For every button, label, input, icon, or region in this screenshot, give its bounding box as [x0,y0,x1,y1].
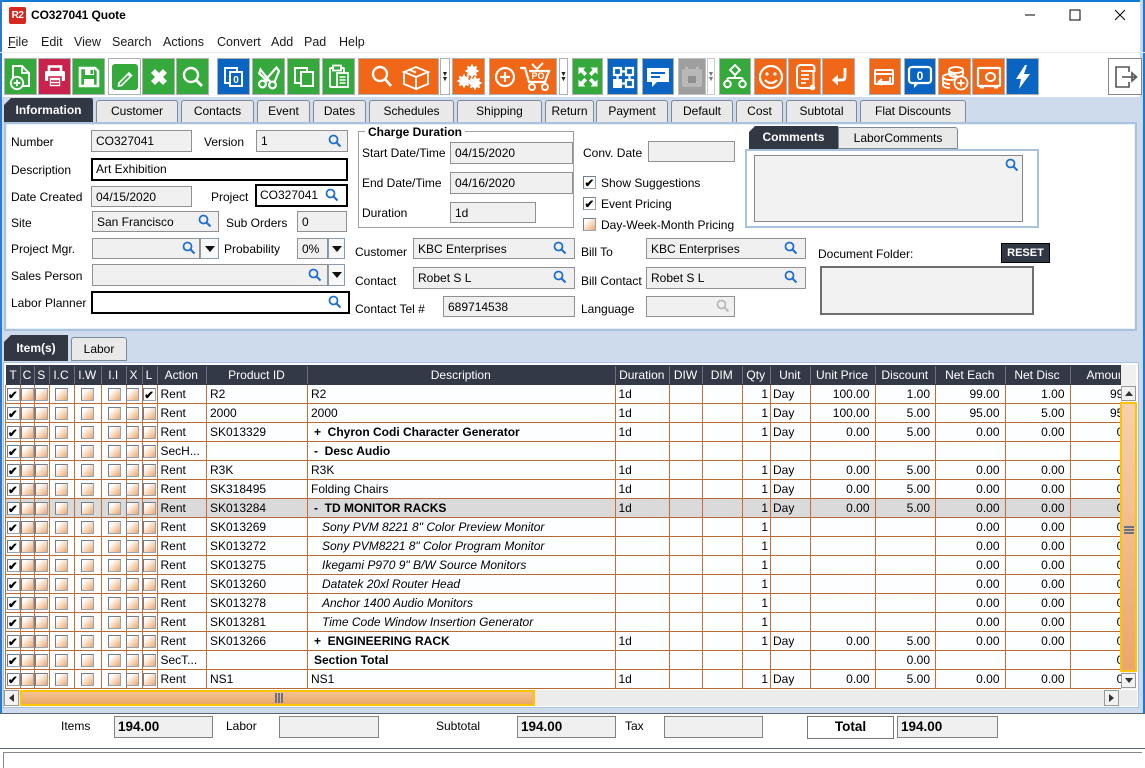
svg-text:PO: PO [531,71,544,81]
svg-text:0: 0 [233,75,239,86]
svg-text:0: 0 [917,69,924,83]
